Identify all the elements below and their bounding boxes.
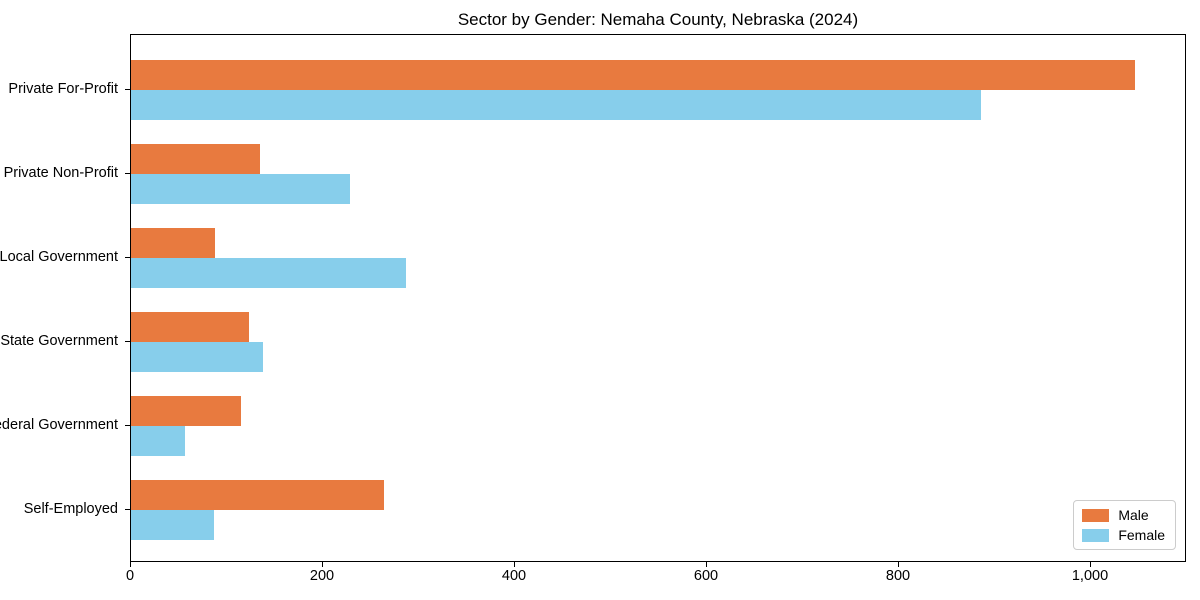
legend-item-male: Male (1082, 507, 1165, 523)
bar-female-2 (131, 258, 406, 288)
legend-swatch-female (1082, 528, 1110, 542)
x-tick-label: 200 (309, 568, 335, 584)
x-tick-label: 0 (125, 568, 135, 584)
x-tick-mark (706, 562, 708, 567)
bar-male-3 (131, 312, 250, 342)
chart-title: Sector by Gender: Nemaha County, Nebrask… (457, 10, 859, 29)
bar-male-5 (131, 480, 385, 510)
bar-male-4 (131, 396, 242, 426)
x-tick-mark (322, 562, 324, 567)
y-tick-mark (125, 257, 130, 259)
y-tick-mark (125, 341, 130, 343)
y-tick-label: Local Government (0, 249, 118, 265)
bar-female-0 (131, 90, 981, 120)
x-tick-mark (514, 562, 516, 567)
y-tick-label: Private For-Profit (8, 81, 118, 97)
legend: Male Female (1073, 500, 1176, 550)
x-tick-label: 800 (885, 568, 911, 584)
x-tick-mark (898, 562, 900, 567)
x-tick-mark (1090, 562, 1092, 567)
y-tick-mark (125, 509, 130, 511)
plot-area: Male Female (130, 34, 1186, 562)
x-tick-mark (130, 562, 132, 567)
y-tick-label: Private Non-Profit (3, 165, 118, 181)
legend-label-female: Female (1118, 527, 1165, 543)
bar-male-2 (131, 228, 215, 258)
bar-male-0 (131, 60, 1136, 90)
x-tick-label: 1,000 (1071, 568, 1109, 584)
x-tick-label: 600 (693, 568, 719, 584)
legend-item-female: Female (1082, 527, 1165, 543)
bar-male-1 (131, 144, 260, 174)
y-tick-label: Federal Government (0, 417, 118, 433)
x-tick-label: 400 (501, 568, 527, 584)
y-tick-label: State Government (0, 333, 118, 349)
y-tick-label: Self-Employed (23, 501, 118, 517)
legend-label-male: Male (1118, 507, 1149, 523)
y-tick-mark (125, 425, 130, 427)
y-tick-mark (125, 89, 130, 91)
bar-female-1 (131, 174, 350, 204)
bar-female-3 (131, 342, 263, 372)
y-tick-mark (125, 173, 130, 175)
legend-swatch-male (1082, 508, 1110, 522)
bar-female-5 (131, 510, 214, 540)
bar-female-4 (131, 426, 185, 456)
